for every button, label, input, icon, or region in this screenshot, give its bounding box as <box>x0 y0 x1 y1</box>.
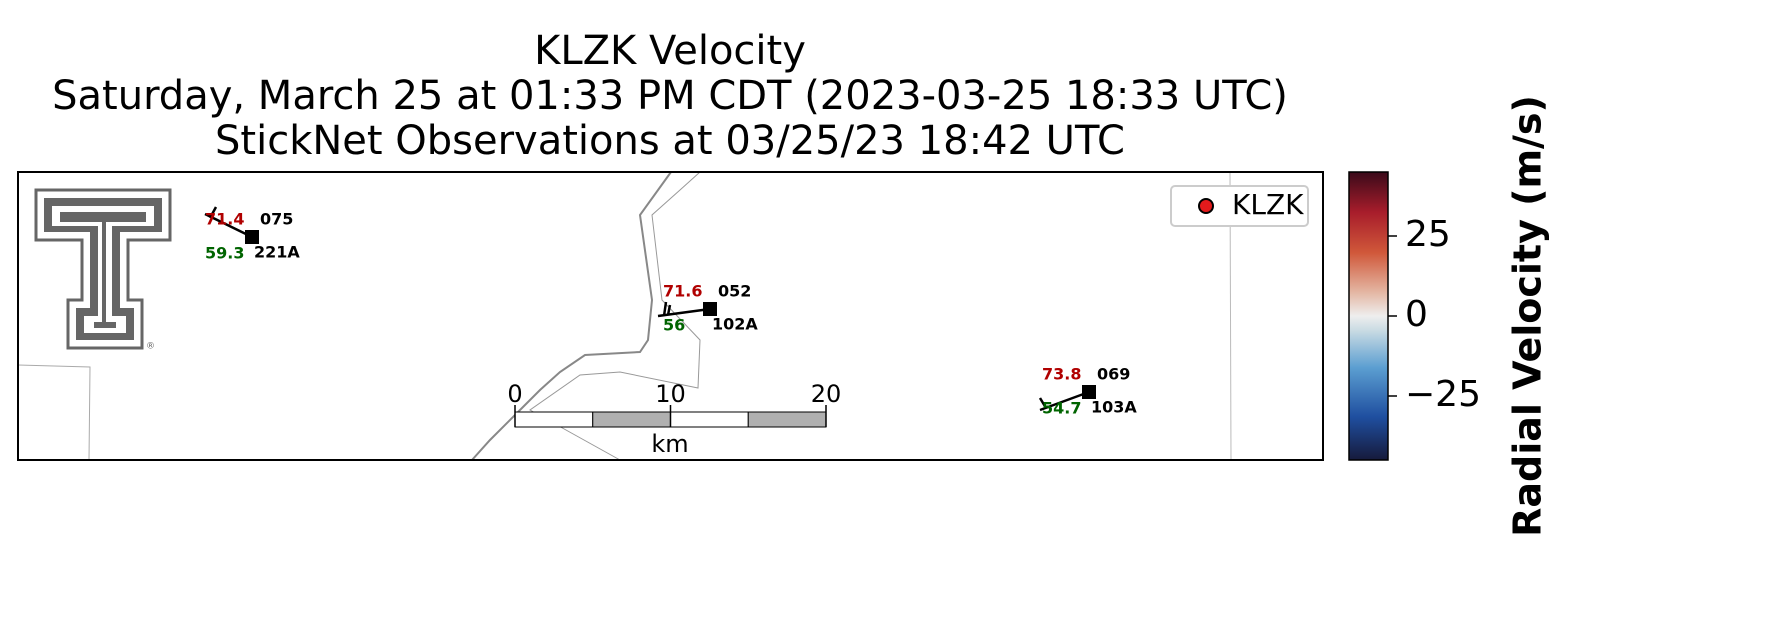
scale-segment <box>592 411 671 428</box>
legend-box <box>1170 185 1309 227</box>
dewpoint: 54.7 <box>1042 399 1081 418</box>
svg-text:®: ® <box>146 342 155 352</box>
colorbar-tick-label: −25 <box>1405 374 1481 415</box>
logo: ® <box>34 188 172 352</box>
temperature: 71.6 <box>663 282 702 301</box>
station-id: 103A <box>1091 398 1137 417</box>
scale-tick-label: 20 <box>811 380 842 408</box>
dewpoint: 56 <box>663 316 685 335</box>
legend-label: KLZK <box>1232 188 1304 221</box>
dewpoint: 59.3 <box>205 244 244 263</box>
station-marker <box>245 230 259 244</box>
scale-tick-label: 10 <box>655 380 686 408</box>
colorbar-tick-label: 25 <box>1405 214 1451 255</box>
temperature: 71.4 <box>205 210 244 229</box>
colorbar <box>1348 171 1389 461</box>
station-id: 221A <box>254 243 300 262</box>
scale-segment <box>514 411 594 428</box>
wind-direction: 052 <box>718 282 751 301</box>
wind-barbs <box>204 206 1090 412</box>
scale-segment <box>747 411 827 428</box>
wind-direction: 075 <box>260 210 293 229</box>
station-id: 102A <box>712 315 758 334</box>
temperature: 73.8 <box>1042 365 1081 384</box>
wind-direction: 069 <box>1097 365 1130 384</box>
scale-unit: km <box>651 430 688 458</box>
map-frame <box>17 171 1324 461</box>
title-line: Saturday, March 25 at 01:33 PM CDT (2023… <box>52 73 1288 119</box>
colorbar-label: Radial Velocity (m/s) <box>1506 95 1550 537</box>
legend-marker <box>1198 198 1214 214</box>
station-marker <box>1082 385 1096 399</box>
scale-tick-label: 0 <box>507 380 522 408</box>
station-marker <box>703 302 717 316</box>
title-line: KLZK Velocity <box>534 28 806 74</box>
title-line: StickNet Observations at 03/25/23 18:42 … <box>215 118 1125 164</box>
scale-segment <box>670 411 749 428</box>
colorbar-tick-label: 0 <box>1405 294 1428 335</box>
